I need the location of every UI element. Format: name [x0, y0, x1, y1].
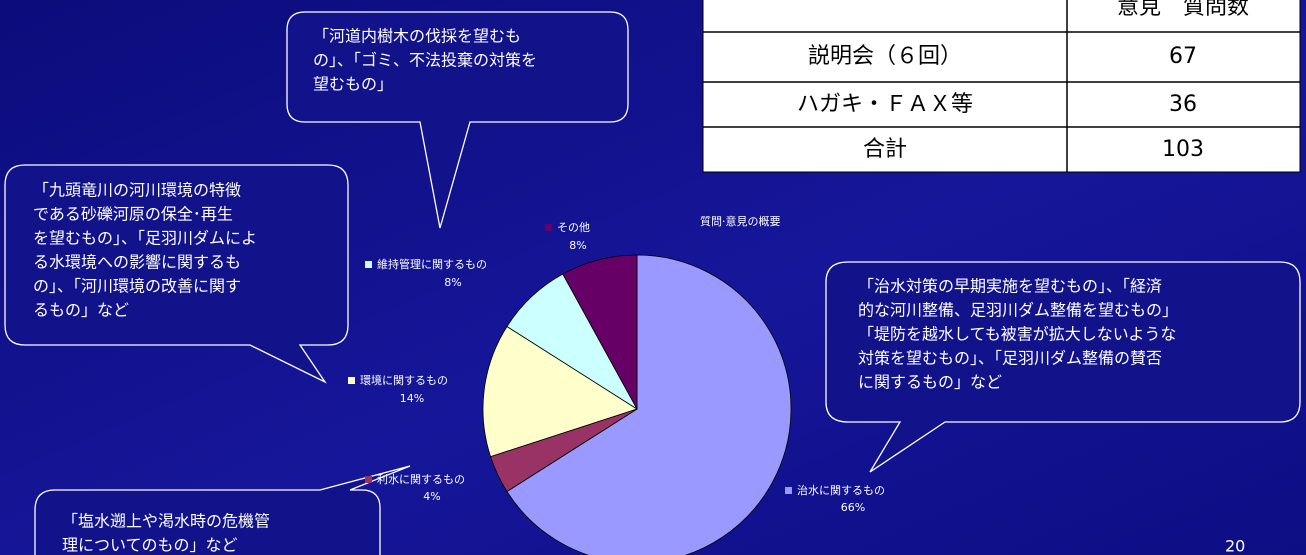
callout-bubble [825, 261, 1301, 473]
slice-label: 治水に関するもの [797, 483, 885, 497]
legend-marker [545, 224, 552, 231]
callout-bubble [34, 465, 411, 555]
callout-text: に関するもの」など [858, 373, 1002, 392]
callout-text: 理についてのもの」など [62, 536, 238, 555]
callout-text: の」、「河川環境の改善に関す [33, 277, 241, 296]
callout-text: 対策を望むもの」、「足羽川ダム整備の賛否 [858, 349, 1162, 368]
table-cell: 合計 [863, 137, 907, 162]
callout-text: を望むもの」、「足羽川ダムによ [33, 229, 257, 248]
callout-text: 「堤防を越水しても被害が拡大しないような [858, 325, 1176, 344]
callout-text: るもの」など [33, 301, 129, 320]
pie [482, 254, 792, 555]
slice-value-label: 66% [841, 501, 865, 514]
callout-bubble [286, 11, 629, 229]
chart-title: 質問·意見の概要 [700, 214, 781, 228]
slice-value-label: 8% [569, 239, 586, 252]
pie-slice [562, 254, 638, 410]
page-number: 20 [1225, 537, 1245, 555]
callout-text: 望むもの」 [313, 75, 393, 94]
callout-text: 的な河川整備、足羽川ダム整備を望むもの」 [858, 301, 1178, 320]
table-cell: 103 [1162, 137, 1204, 162]
slice-label: その他 [557, 221, 590, 234]
table-cell: 36 [1169, 92, 1197, 117]
callout-text: 「九頭竜川の河川環境の特徴 [33, 181, 241, 200]
legend-marker [365, 261, 372, 268]
table-cell: 説明会（６回） [808, 44, 962, 69]
callout-bubble [4, 164, 349, 384]
legend-marker [785, 487, 792, 494]
table: 意見 質問数 説明会（６回） 67 ハガキ・ＦＡＸ等 36 合計 103 [702, 0, 1301, 173]
pie-slice [482, 325, 638, 458]
callout-text: 「河道内樹木の伐採を望むも [313, 27, 521, 46]
slice-label: 維持管理に関するもの [377, 257, 487, 271]
slice-value-label: 14% [400, 392, 424, 405]
slice-value-label: 8% [444, 276, 461, 289]
callout-text: である砂礫河原の保全･再生 [33, 205, 233, 224]
slice-label: 利水に関するもの [377, 473, 465, 486]
table-header: 意見 質問数 [1117, 0, 1249, 20]
callout-text: 「塩水遡上や渇水時の危機管 [62, 512, 270, 531]
table-bg [702, 0, 1301, 173]
pie-slice [506, 254, 792, 555]
table-cell: ハガキ・ＦＡＸ等 [797, 92, 973, 117]
slice-label: 環境に関するもの [360, 373, 448, 387]
callout-text: 「治水対策の早期実施を望むもの」、「経済 [858, 277, 1162, 296]
callout-text: る水環境への影響に関するも [33, 253, 241, 272]
legend-marker [348, 377, 355, 384]
table-cell: 67 [1169, 44, 1197, 69]
slice-value-label: 4% [423, 490, 440, 503]
callout-text: の」、「ゴミ、不法投棄の対策を [313, 51, 537, 70]
legend-marker [365, 476, 372, 483]
